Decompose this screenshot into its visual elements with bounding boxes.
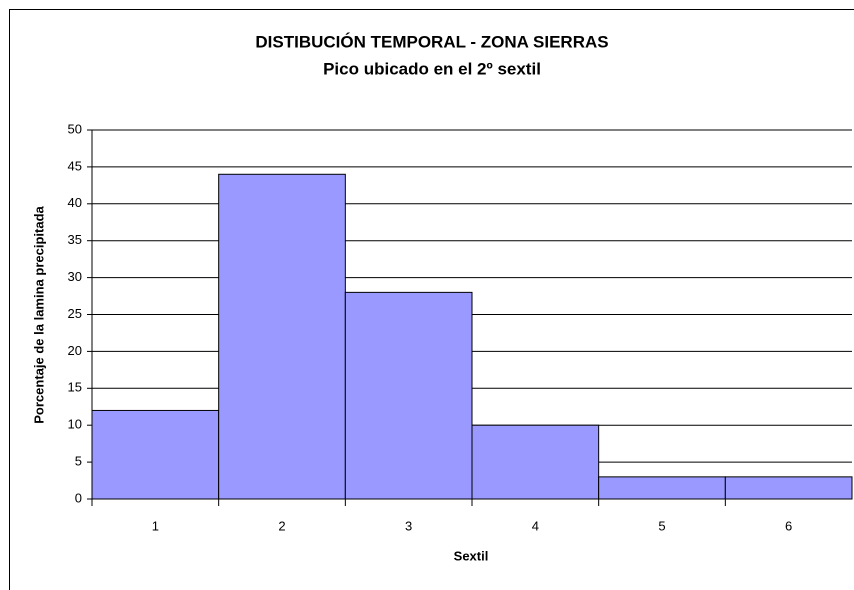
x-tick-label: 1	[152, 518, 159, 533]
y-tick-label: 30	[68, 269, 82, 284]
x-tick-label: 6	[785, 518, 792, 533]
x-tick-label: 3	[405, 518, 412, 533]
x-tick-label: 4	[532, 518, 539, 533]
y-tick-label: 45	[68, 158, 82, 173]
x-tick-label: 2	[278, 518, 285, 533]
y-tick-label: 25	[68, 306, 82, 321]
y-tick-label: 10	[68, 417, 82, 432]
y-tick-label: 0	[75, 490, 82, 505]
y-tick-label: 5	[75, 454, 82, 469]
bar	[598, 476, 726, 500]
x-tick-label: 5	[658, 518, 665, 533]
y-tick-label: 50	[68, 121, 82, 136]
chart-title: DISTIBUCIÓN TEMPORAL - ZONA SIERRAS	[255, 32, 608, 51]
bar	[218, 173, 346, 500]
y-tick-label: 20	[68, 343, 82, 358]
y-tick-label: 35	[68, 232, 82, 247]
x-axis-title: Sextil	[454, 548, 489, 563]
bar	[724, 476, 853, 500]
y-axis-title: Porcentaje de la lamina precipitada	[31, 206, 46, 424]
y-tick-label: 15	[68, 380, 82, 395]
y-tick-label: 40	[68, 195, 82, 210]
chart-subtitle: Pico ubicado en el 2º sextil	[323, 59, 541, 78]
bar	[344, 291, 473, 500]
bar	[471, 424, 600, 500]
bar	[91, 409, 220, 500]
